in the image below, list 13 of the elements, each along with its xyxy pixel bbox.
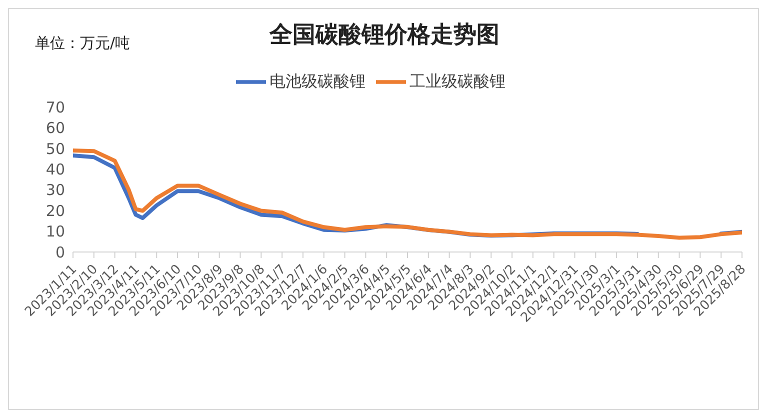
legend-label: 工业级碳酸锂: [410, 71, 506, 90]
y-tick-label: 30: [46, 181, 65, 200]
chart-title: 全国碳酸锂价格走势图: [270, 22, 500, 48]
line-series: [73, 148, 742, 240]
legend-label: 电池级碳酸锂: [270, 71, 366, 90]
y-tick-label: 70: [46, 98, 65, 116]
text: 单位：万元/吨: [35, 34, 130, 53]
y-tick-label: 10: [46, 222, 65, 241]
y-tick-label: 60: [46, 119, 65, 138]
y-tick-label: 40: [46, 160, 65, 178]
y-tick-label: 0: [55, 243, 65, 262]
y-tick-label: 50: [46, 140, 65, 158]
y-tick-label: 20: [46, 202, 65, 220]
